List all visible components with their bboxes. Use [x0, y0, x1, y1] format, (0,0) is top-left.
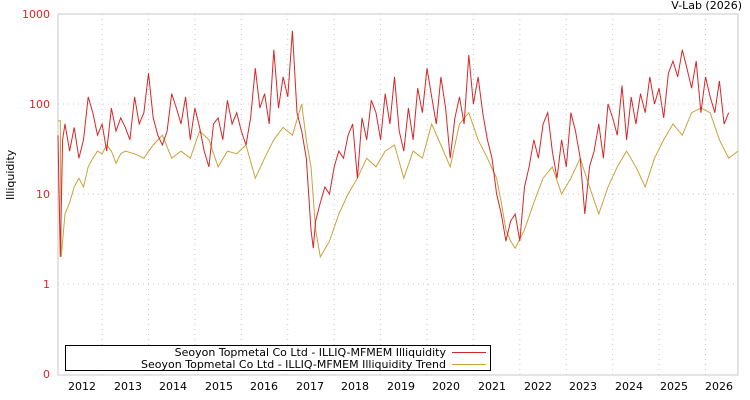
legend-item-illiquidity-trend: Seoyon Topmetal Co Ltd - ILLIQ-MFMEM Ill…: [141, 358, 486, 371]
x-tick-2018: 2018: [341, 380, 369, 393]
x-tick-2022: 2022: [524, 380, 552, 393]
x-tick-2016: 2016: [250, 380, 278, 393]
x-tick-2017: 2017: [296, 380, 324, 393]
legend-swatch-gold-line-icon: [452, 364, 486, 365]
plot-frame: [57, 13, 739, 376]
x-tick-2023: 2023: [569, 380, 597, 393]
x-tick-2021: 2021: [478, 380, 506, 393]
y-tick-10: 10: [36, 188, 50, 201]
chart-credit: V-Lab (2026): [671, 0, 742, 12]
trend-series-line: [58, 103, 739, 259]
legend-item-illiquidity: Seoyon Topmetal Co Ltd - ILLIQ-MFMEM Ill…: [175, 346, 486, 359]
x-tick-2014: 2014: [159, 380, 187, 393]
x-tick-2019: 2019: [387, 380, 415, 393]
illiquidity-series-line: [57, 30, 730, 257]
y-tick-1: 1: [43, 278, 50, 291]
x-tick-2012: 2012: [68, 380, 96, 393]
x-tick-2020: 2020: [432, 380, 460, 393]
legend-swatch-red-line-icon: [452, 352, 486, 353]
x-tick-2015: 2015: [205, 380, 233, 393]
y-tick-0: 0: [43, 368, 50, 381]
legend-label: Seoyon Topmetal Co Ltd - ILLIQ-MFMEM Ill…: [141, 358, 446, 371]
x-tick-2025: 2025: [660, 380, 688, 393]
x-tick-2026: 2026: [705, 380, 733, 393]
grid-lines: [58, 14, 738, 375]
chart-legend: Seoyon Topmetal Co Ltd - ILLIQ-MFMEM Ill…: [65, 345, 491, 371]
x-tick-2013: 2013: [114, 380, 142, 393]
y-tick-1000: 1000: [22, 8, 50, 21]
y-tick-100: 100: [29, 98, 50, 111]
legend-label: Seoyon Topmetal Co Ltd - ILLIQ-MFMEM Ill…: [174, 346, 446, 359]
x-tick-2024: 2024: [615, 380, 643, 393]
